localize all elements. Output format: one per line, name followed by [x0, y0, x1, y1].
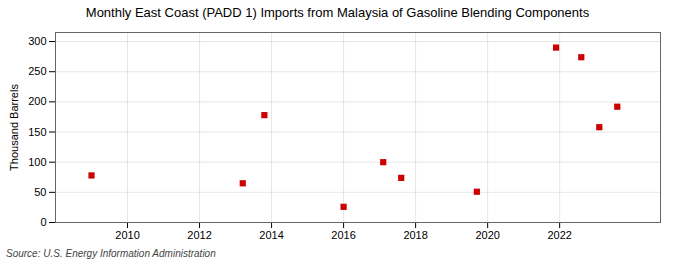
svg-text:300: 300: [28, 35, 46, 47]
svg-text:100: 100: [28, 156, 46, 168]
html-text:Monthly East Coast (PADD 1) Im: Monthly East Coast (PADD 1) Imports from…: [85, 5, 590, 20]
svg-text:2014: 2014: [259, 229, 283, 241]
svg-text:2020: 2020: [475, 229, 499, 241]
svg-text:150: 150: [28, 126, 46, 138]
svg-text:50: 50: [34, 186, 46, 198]
html-text:Source: U.S. Energy Informatio: Source: U.S. Energy Information Administ…: [6, 248, 216, 259]
svg-text:2018: 2018: [403, 229, 427, 241]
svg-text:200: 200: [28, 95, 46, 107]
svg-text:2016: 2016: [331, 229, 355, 241]
svg-text:2010: 2010: [115, 229, 139, 241]
svg-text:2022: 2022: [547, 229, 571, 241]
svg-text:250: 250: [28, 65, 46, 77]
svg-text:2012: 2012: [187, 229, 211, 241]
svg-text:0: 0: [40, 216, 46, 228]
svg-text:Thousand Barrels: Thousand Barrels: [8, 84, 20, 171]
